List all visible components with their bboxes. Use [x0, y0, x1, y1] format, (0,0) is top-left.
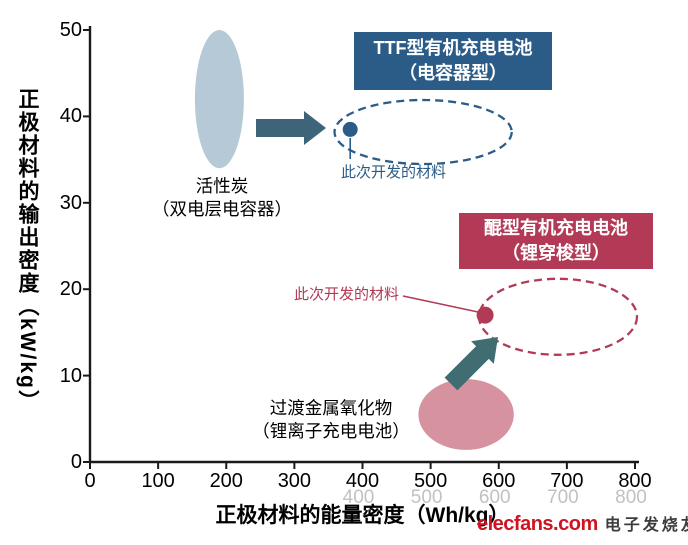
- x-tick-label: 800: [618, 470, 652, 492]
- label-activated-carbon-line2: （双电层电容器）: [152, 199, 292, 219]
- x-tick-label: 300: [277, 470, 312, 492]
- y-axis-title: 正极材料的输出密度（kW/kg）: [16, 88, 39, 413]
- region-quinone-organic-battery: [477, 277, 639, 356]
- label-tmo-line2: （锂离子充电电池）: [252, 421, 410, 441]
- x-tick-label: 700: [550, 470, 584, 492]
- ghost-tick-label: 600: [478, 487, 511, 508]
- label-activated-carbon: 活性炭 （双电层电容器）: [126, 175, 318, 221]
- y-tick-label: 40: [59, 105, 82, 128]
- arrow-tmo-to-quinone: [444, 337, 498, 391]
- x-tick-label: 400: [345, 470, 380, 492]
- y-tick-label: 10: [59, 364, 82, 387]
- region-transition-metal-oxide: [418, 379, 514, 450]
- data-point-quinone-organic-battery: [476, 306, 494, 324]
- data-point-ttf-organic-battery: [342, 121, 358, 137]
- legend-box-ttf-line2: （电容器型）: [399, 63, 507, 83]
- x-tick-label: 500: [413, 470, 448, 492]
- y-tick-label: 30: [59, 191, 82, 214]
- legend-box-quinone-line1: 醌型有机充电电池: [484, 218, 628, 238]
- x-tick-label: 600: [482, 470, 516, 492]
- label-developed-quinone: 此次开发的材料: [294, 286, 400, 303]
- leader-line-quinone-point: [402, 295, 479, 313]
- legend-box-ttf: TTF型有机充电电池 （电容器型）: [354, 32, 552, 90]
- region-ttf-organic-battery: [333, 98, 513, 166]
- arrow-activated-carbon-to-ttf: [256, 111, 326, 145]
- label-activated-carbon-line1: 活性炭: [195, 176, 249, 196]
- watermark-elecfans: elecfans.com 电子发烧友: [477, 511, 688, 536]
- x-axis-title: 正极材料的能量密度（Wh/kg）: [215, 504, 510, 527]
- x-tick-label: 0: [84, 470, 96, 492]
- y-tick-label: 0: [70, 451, 82, 473]
- watermark-brand-en: elecfans.com: [477, 513, 598, 535]
- ghost-tick-label: 800: [615, 487, 647, 508]
- legend-box-ttf-line1: TTF型有机充电电池: [373, 38, 533, 58]
- x-tick-label: 200: [209, 470, 243, 492]
- y-tick-label: 50: [59, 19, 82, 41]
- legend-box-quinone: 醌型有机充电电池 （锂穿梭型）: [459, 213, 653, 269]
- ghost-tick-label: 500: [410, 487, 443, 508]
- region-activated-carbon: [194, 30, 244, 169]
- legend-box-quinone-line2: （锂穿梭型）: [502, 243, 610, 263]
- watermark-brand-cn: 电子发烧友: [604, 517, 688, 534]
- label-transition-metal-oxide: 过渡金属氧化物 （锂离子充电电池）: [233, 397, 429, 443]
- ghost-tick-label: 700: [547, 487, 579, 508]
- y-tick-label: 20: [59, 278, 82, 301]
- label-tmo-line1: 过渡金属氧化物: [269, 398, 393, 418]
- ghost-tick-label: 400: [342, 487, 375, 508]
- label-developed-ttf: 此次开发的材料: [341, 164, 447, 181]
- x-tick-label: 100: [141, 470, 175, 492]
